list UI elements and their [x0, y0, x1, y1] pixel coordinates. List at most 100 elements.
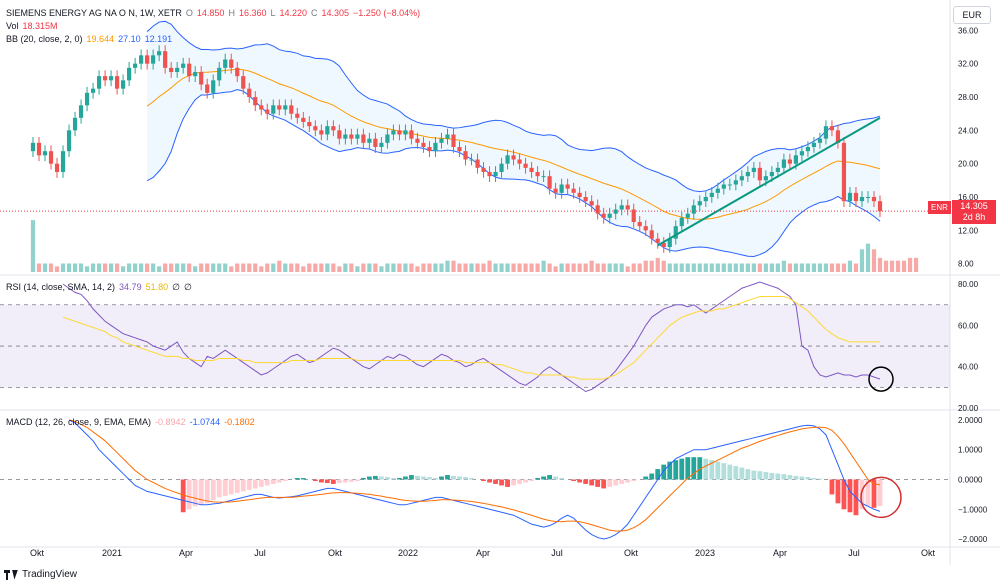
- volume-bar: [625, 266, 630, 272]
- macd-histogram-bar: [481, 479, 486, 481]
- candle-body: [235, 67, 240, 77]
- macd-histogram-bar: [415, 475, 420, 480]
- time-axis-tick: 2022: [398, 548, 418, 558]
- candle-body: [499, 163, 504, 172]
- candle-body: [877, 201, 883, 212]
- footer-brand[interactable]: TradingView: [4, 569, 77, 580]
- candle-body: [259, 105, 264, 110]
- candle-body: [289, 105, 294, 114]
- candle-body: [661, 242, 666, 247]
- rsi-ma-line: [62, 296, 880, 380]
- brand-name: TradingView: [22, 569, 78, 580]
- volume-bar: [54, 266, 60, 272]
- currency-selector[interactable]: EUR: [953, 6, 991, 24]
- bb-basis-value: 19.644: [86, 34, 115, 44]
- candle-body: [667, 238, 672, 247]
- candle-body: [853, 192, 859, 202]
- volume-bar: [96, 263, 102, 272]
- macd-axis-tick: 0.0000: [958, 476, 983, 485]
- volume-bar: [102, 263, 108, 272]
- volume-bar: [385, 263, 390, 272]
- volume-bar: [78, 263, 84, 272]
- time-axis-tick: Apr: [179, 548, 193, 558]
- candle-body: [721, 184, 726, 189]
- macd-histogram-bar: [469, 478, 474, 480]
- candle-body: [121, 80, 126, 89]
- candle-body: [481, 167, 486, 172]
- macd-histogram-bar: [360, 478, 366, 480]
- volume-bar: [751, 263, 756, 272]
- macd-histogram-bar: [511, 479, 516, 486]
- volume-bar: [367, 263, 372, 272]
- volume-bar: [745, 263, 750, 272]
- volume-bar: [114, 263, 120, 272]
- volume-bar: [259, 266, 264, 272]
- volume-bar: [799, 263, 805, 272]
- volume-bar: [853, 263, 859, 272]
- volume-bar: [877, 257, 883, 272]
- candle-body: [391, 130, 396, 135]
- candle-body: [745, 172, 750, 177]
- candle-body: [403, 130, 408, 135]
- macd-histogram-bar: [679, 458, 685, 480]
- candle-body: [523, 163, 528, 168]
- candle-body: [757, 167, 762, 181]
- candle-body: [457, 147, 462, 152]
- volume-bar: [787, 263, 792, 272]
- volume-bar: [72, 263, 78, 272]
- macd-histogram-bar: [739, 467, 745, 480]
- macd-histogram-bar: [769, 472, 775, 480]
- macd-histogram-bar: [595, 479, 601, 487]
- candle-body: [301, 117, 306, 122]
- macd-line: [68, 419, 881, 540]
- candle-body: [415, 138, 420, 143]
- macd-histogram-bar: [601, 479, 607, 489]
- candle-body: [265, 109, 270, 114]
- candle-body: [517, 159, 522, 164]
- candle-body: [673, 226, 678, 239]
- candle-body: [145, 55, 150, 64]
- macd-histogram-bar: [835, 479, 841, 504]
- macd-histogram-bar: [246, 479, 252, 490]
- volume-bar: [709, 263, 714, 272]
- volume-bar: [901, 260, 907, 272]
- candle-body: [475, 159, 480, 168]
- macd-histogram-bar: [330, 479, 336, 484]
- macd-histogram-bar: [216, 479, 222, 498]
- volume-bar: [889, 260, 895, 272]
- macd-histogram-bar: [631, 479, 637, 481]
- candle-body: [373, 138, 378, 147]
- volume-bar: [121, 266, 126, 272]
- price-axis-tick: 20.00: [958, 160, 979, 169]
- macd-histogram-bar: [805, 477, 811, 480]
- volume-bar: [559, 263, 564, 272]
- macd-histogram-bar: [727, 464, 733, 480]
- macd-histogram-bar: [493, 479, 498, 484]
- macd-histogram-bar: [589, 479, 595, 486]
- macd-histogram-bar: [559, 478, 565, 480]
- candle-body: [733, 180, 738, 185]
- volume-bar: [271, 263, 276, 272]
- candle-body: [793, 155, 799, 164]
- macd-histogram-bar: [457, 476, 462, 480]
- rsi-highlight-circle: [868, 366, 894, 392]
- volume-bar: [409, 263, 414, 272]
- tradingview-logo-icon: [4, 569, 18, 580]
- macd-histogram-bar: [583, 479, 589, 484]
- volume-bar: [499, 263, 504, 272]
- macd-histogram-bar: [871, 479, 877, 508]
- price-axis-tick: 16.00: [958, 193, 979, 202]
- macd-histogram-bar: [667, 461, 673, 480]
- macd-histogram-bar: [535, 478, 540, 480]
- macd-highlight-circle: [860, 476, 902, 519]
- candle-body: [469, 159, 474, 161]
- volume-bar: [511, 263, 516, 272]
- macd-histogram-bar: [186, 479, 192, 510]
- macd-histogram-bar: [433, 478, 438, 480]
- volume-bar: [607, 263, 612, 272]
- macd-histogram-bar: [252, 479, 258, 489]
- candle-body: [385, 134, 390, 143]
- ticker-tag: ENR: [928, 201, 951, 214]
- candle-body: [679, 217, 684, 227]
